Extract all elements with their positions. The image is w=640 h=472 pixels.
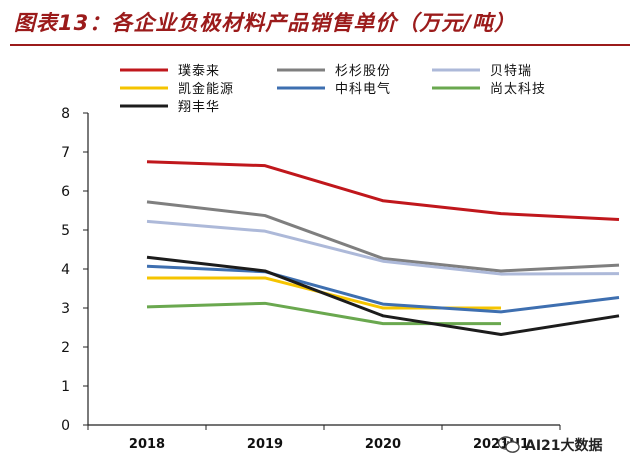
series-line — [146, 301, 501, 326]
series-line — [146, 160, 620, 221]
chart-title: 图表13：各企业负极材料产品销售单价（万元/吨） — [14, 11, 516, 35]
series-line — [146, 264, 620, 314]
x-tick-label: 2018 — [129, 437, 165, 452]
x-tick-label: 2020 — [365, 437, 401, 452]
y-tick-label: 1 — [61, 379, 70, 395]
wechat-icon — [498, 436, 520, 453]
y-tick-label: 3 — [61, 301, 70, 317]
series-line — [146, 219, 620, 276]
watermark: AI21大数据 — [498, 432, 638, 458]
y-tick-label: 8 — [61, 106, 70, 122]
y-tick-label: 4 — [61, 262, 70, 278]
legend-label: 杉杉股份 — [335, 64, 391, 79]
legend-label: 璞泰来 — [178, 64, 220, 79]
title-divider — [10, 44, 630, 46]
y-tick-label: 2 — [61, 340, 70, 356]
title-bar: 图表13：各企业负极材料产品销售单价（万元/吨） — [0, 0, 640, 44]
watermark-text: AI21大数据 — [525, 438, 603, 454]
legend-label: 翔丰华 — [178, 100, 220, 115]
series-line — [146, 255, 620, 337]
y-tick-label: 5 — [61, 223, 70, 239]
legend-label: 中科电气 — [335, 81, 391, 97]
y-tick-label: 7 — [61, 145, 70, 161]
legend-label: 贝特瑞 — [490, 64, 532, 79]
legend-label: 尚太科技 — [490, 82, 546, 97]
y-tick-label: 6 — [61, 184, 70, 200]
series-line — [146, 200, 620, 273]
y-tick-label: 0 — [61, 418, 70, 434]
legend-label: 凯金能源 — [178, 81, 234, 97]
x-tick-label: 2019 — [247, 437, 283, 452]
